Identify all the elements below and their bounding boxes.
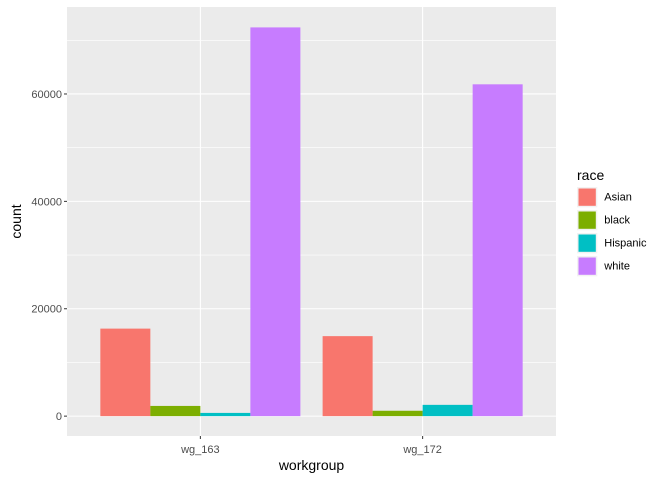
y-tick-label: 40000: [31, 196, 62, 208]
x-tick-label: wg_172: [402, 444, 442, 456]
legend-label-hispanic: Hispanic: [604, 238, 647, 250]
legend-key-asian: [578, 188, 596, 206]
bar-white-wg_172: [472, 84, 523, 417]
bar-asian-wg_163: [100, 328, 151, 417]
legend-label-white: white: [603, 261, 630, 273]
legend-key-hispanic: [578, 234, 596, 252]
legend-label-asian: Asian: [604, 192, 632, 204]
bars: [100, 27, 523, 417]
legend-key-white: [578, 257, 596, 275]
bar-white-wg_163: [250, 27, 301, 417]
y-tick-label: 20000: [31, 304, 62, 316]
y-tick-label: 0: [56, 411, 62, 423]
bar-black-wg_163: [150, 405, 201, 417]
bar-asian-wg_172: [322, 336, 373, 417]
legend-title: race: [577, 167, 604, 183]
bar-hispanic-wg_172: [422, 404, 473, 417]
legend: race Asian black Hispanic white: [577, 167, 647, 277]
y-axis: 0 20000 40000 60000: [31, 89, 67, 423]
x-tick-label: wg_163: [180, 444, 220, 456]
x-axis-title: workgroup: [278, 457, 345, 473]
y-axis-title: count: [8, 204, 24, 238]
x-axis: wg_163 wg_172: [180, 436, 442, 456]
bar-hispanic-wg_163: [200, 412, 251, 417]
bar-black-wg_172: [372, 410, 423, 417]
legend-label-black: black: [604, 215, 630, 227]
y-tick-label: 60000: [31, 89, 62, 101]
legend-key-black: [578, 211, 596, 229]
